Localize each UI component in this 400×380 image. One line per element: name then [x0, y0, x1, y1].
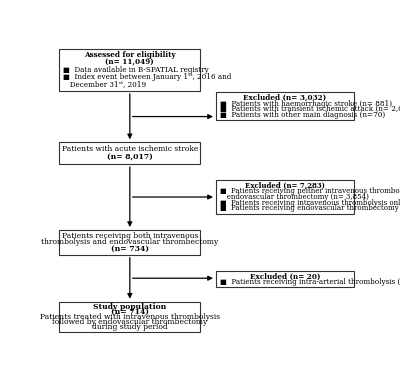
FancyBboxPatch shape	[59, 142, 200, 164]
Text: thrombolysis and endovascular thrombectomy: thrombolysis and endovascular thrombecto…	[41, 238, 218, 246]
Text: ■  Patients receiving intravenous thrombolysis only (n= 2,960): ■ Patients receiving intravenous thrombo…	[220, 199, 400, 207]
Text: ■  Data available in B-SPATIAL registry: ■ Data available in B-SPATIAL registry	[63, 66, 209, 74]
Text: Excluded (n= 7,283): Excluded (n= 7,283)	[245, 182, 325, 190]
FancyBboxPatch shape	[216, 92, 354, 120]
Text: Assessed for eligibility: Assessed for eligibility	[84, 51, 176, 59]
Text: Excluded (n= 20): Excluded (n= 20)	[250, 272, 320, 280]
FancyBboxPatch shape	[216, 180, 354, 214]
Text: endovascular thrombectomy (n= 3,854): endovascular thrombectomy (n= 3,854)	[220, 193, 368, 201]
Text: ■  Patients with transient ischemic attack (n= 2,081): ■ Patients with transient ischemic attac…	[220, 105, 400, 113]
Text: Study population: Study population	[93, 303, 166, 311]
Text: (n= 714): (n= 714)	[111, 308, 149, 316]
Text: ■  Patients receiving endovascular thrombectomy only (n= 469): ■ Patients receiving endovascular thromb…	[220, 204, 400, 212]
Text: ■  Patients with other main diagnosis (n=70): ■ Patients with other main diagnosis (n=…	[220, 111, 385, 119]
Text: ■  Patients receiving intra-arterial thrombolysis (n= 20): ■ Patients receiving intra-arterial thro…	[220, 277, 400, 285]
Text: (n= 8,017): (n= 8,017)	[107, 153, 153, 161]
FancyBboxPatch shape	[216, 271, 354, 287]
Text: ■  Index event between January 1ˢᵗ, 2016 and: ■ Index event between January 1ˢᵗ, 2016 …	[63, 73, 231, 81]
FancyBboxPatch shape	[59, 302, 200, 332]
Text: (n= 734): (n= 734)	[111, 245, 149, 253]
FancyBboxPatch shape	[59, 230, 200, 255]
Text: ■  Patients receiving neither intravenous thrombolysis nor: ■ Patients receiving neither intravenous…	[220, 187, 400, 195]
Text: (n= 11,049): (n= 11,049)	[106, 59, 154, 66]
Text: followed by endovascular thrombectomy: followed by endovascular thrombectomy	[52, 318, 208, 326]
Text: Patients with acute ischemic stroke: Patients with acute ischemic stroke	[62, 145, 198, 153]
Text: ■  Patients with haemorrhagic stroke (n= 881): ■ Patients with haemorrhagic stroke (n= …	[220, 100, 392, 108]
FancyBboxPatch shape	[59, 49, 200, 91]
Text: Excluded (n= 3,032): Excluded (n= 3,032)	[243, 94, 326, 102]
Text: Patients treated with intravenous thrombolysis: Patients treated with intravenous thromb…	[40, 313, 220, 321]
Text: December 31ˢᵗ, 2019: December 31ˢᵗ, 2019	[63, 80, 146, 89]
Text: Patients receiving both intravenous: Patients receiving both intravenous	[62, 232, 198, 240]
Text: during study period: during study period	[92, 323, 168, 331]
